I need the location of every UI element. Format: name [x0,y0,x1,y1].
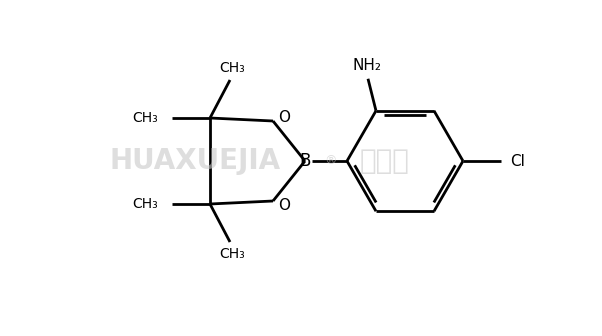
Text: O: O [278,198,290,212]
Text: HUAXUEJIA: HUAXUEJIA [110,147,281,175]
Text: CH₃: CH₃ [132,197,158,211]
Text: NH₂: NH₂ [353,58,382,73]
Text: O: O [278,110,290,125]
Text: CH₃: CH₃ [132,111,158,125]
Text: 化学加: 化学加 [360,147,410,175]
Text: B: B [299,152,311,170]
Text: CH₃: CH₃ [219,247,245,261]
Text: CH₃: CH₃ [219,61,245,75]
Text: Cl: Cl [510,154,525,168]
Text: ®: ® [324,155,337,168]
